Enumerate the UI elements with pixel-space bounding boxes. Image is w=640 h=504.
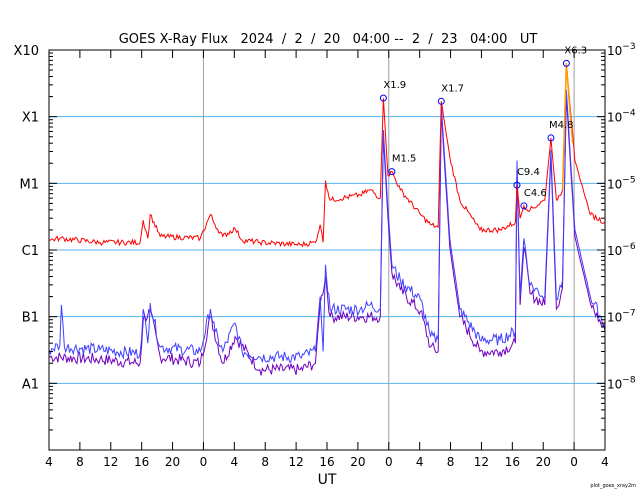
right-axis-label: 10−8 — [607, 375, 636, 391]
x-tick-label: 16 — [134, 455, 149, 469]
flare-marker — [388, 168, 396, 176]
x-tick-label: 0 — [570, 455, 578, 469]
series-line-2 — [48, 96, 606, 376]
series-line-1 — [48, 90, 606, 364]
right-axis-label: 10−7 — [607, 309, 636, 325]
right-axis-exponent: −7 — [622, 309, 635, 319]
series-line-0 — [48, 63, 606, 248]
right-axis-exponent: −5 — [622, 175, 635, 185]
x-tick-label: 12 — [474, 455, 489, 469]
right-axis-exponent: −3 — [622, 42, 635, 52]
x-tick-label: 8 — [261, 455, 269, 469]
flare-markers: X1.9 M1.5 X1.7 C9.4 C4.6 M4.8 X6.3 — [379, 45, 587, 210]
flare-marker — [513, 181, 521, 189]
right-axis-base: 10 — [607, 377, 622, 391]
right-axis-label: 10−3 — [607, 42, 636, 58]
flare-marker — [520, 202, 528, 210]
right-axis-base: 10 — [607, 111, 622, 125]
x-tick-label: 16 — [505, 455, 520, 469]
series-group — [48, 63, 606, 376]
right-axis-label: 10−4 — [607, 109, 636, 125]
flare-label: M1.5 — [392, 154, 417, 165]
x-tick-label: 20 — [536, 455, 551, 469]
peak-highlight-line — [561, 63, 574, 190]
right-axis-base: 10 — [607, 177, 622, 191]
right-axis-exponent: −6 — [622, 242, 636, 252]
right-axis-base: 10 — [607, 311, 622, 325]
flare-marker — [379, 94, 387, 102]
x-tick-label: 4 — [416, 455, 424, 469]
left-axis-label: C1 — [22, 244, 39, 259]
x-tick-label: 12 — [103, 455, 118, 469]
flare-marker — [562, 59, 570, 67]
x-tick-label: 4 — [231, 455, 239, 469]
right-axis-label: 10−6 — [607, 242, 636, 258]
left-axis-label: B1 — [22, 311, 39, 326]
flare-label: X6.3 — [564, 45, 587, 56]
right-axis-base: 10 — [607, 244, 622, 258]
chart-title: GOES X-Ray Flux 2024 / 2 / 20 04:00 -- 2… — [119, 32, 538, 47]
flare-label: M4.8 — [549, 120, 574, 131]
x-tick-label: 20 — [165, 455, 180, 469]
flare-label: C4.6 — [524, 188, 547, 199]
right-axis-exponent: −8 — [622, 375, 636, 385]
flare-marker — [437, 97, 445, 105]
left-axis-label: X1 — [22, 111, 39, 126]
x-tick-label: 12 — [288, 455, 303, 469]
flare-label: X1.9 — [383, 80, 406, 91]
left-axis-label: M1 — [20, 177, 40, 192]
x-tick-label: 20 — [350, 455, 365, 469]
right-axis-exponent: −4 — [622, 109, 636, 119]
footer-label: plot_goes_xray2m — [590, 483, 636, 489]
grid-lines — [49, 50, 605, 450]
x-tick-label: 8 — [447, 455, 455, 469]
right-axis-label: 10−5 — [607, 175, 636, 191]
x-tick-label: 4 — [601, 455, 609, 469]
x-tick-label: 4 — [45, 455, 53, 469]
x-tick-label: 8 — [76, 455, 84, 469]
x-tick-label: 16 — [319, 455, 334, 469]
x-axis-label: UT — [318, 472, 337, 488]
flare-label: X1.7 — [441, 83, 464, 94]
right-axis-base: 10 — [607, 44, 622, 58]
left-axis-label: X10 — [14, 44, 39, 59]
flare-label: C9.4 — [517, 167, 540, 178]
flare-marker — [547, 134, 555, 142]
x-tick-label: 0 — [385, 455, 393, 469]
x-tick-label: 0 — [200, 455, 208, 469]
left-axis-label: A1 — [22, 377, 39, 392]
